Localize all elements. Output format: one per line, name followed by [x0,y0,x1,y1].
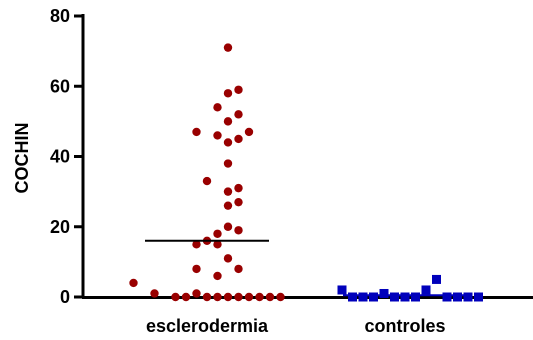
category-labels: esclerodermia controles [146,316,446,336]
data-point [255,292,264,302]
data-point [223,43,233,52]
data-points [129,43,483,302]
x-category-label: controles [364,316,445,336]
data-point [358,292,368,302]
data-point [223,292,233,302]
data-point [234,134,243,144]
data-point [223,187,233,196]
data-point [223,138,233,147]
data-point [234,110,243,119]
data-point [337,285,347,295]
y-axis-title: COCHIN [12,123,32,194]
data-point [453,292,462,302]
data-point [244,292,254,302]
data-point [411,292,420,302]
y-tick-label: 20 [50,217,70,237]
y-tick-label: 0 [60,287,70,307]
data-point [213,292,222,302]
data-point [276,292,285,302]
data-point [192,289,201,298]
data-point [474,292,483,302]
data-point [234,226,243,235]
data-point [223,222,233,231]
data-point [234,183,243,193]
y-tick-label: 40 [50,147,70,167]
data-point [213,271,222,281]
data-point [244,127,254,137]
data-point [348,292,357,302]
y-tick-label: 80 [50,6,70,26]
data-point [432,274,441,284]
data-point [192,264,201,274]
y-ticks: 0 20 40 60 80 [50,6,84,307]
data-point [223,201,233,210]
data-point [192,127,201,137]
median-lines [145,239,467,297]
data-point [202,176,212,186]
data-point [234,197,243,207]
data-point [150,289,159,298]
data-point [421,285,431,295]
data-point [400,292,410,302]
data-point [223,89,233,98]
data-point [234,264,243,274]
data-point [390,292,399,302]
data-point [192,240,201,249]
data-point [463,292,473,302]
data-point [223,117,233,126]
data-point [202,292,212,302]
data-point [379,288,389,298]
data-point [213,131,222,140]
data-point [213,103,222,112]
data-point [442,292,452,302]
data-point [234,85,243,94]
data-point [369,292,378,302]
data-point [213,240,222,249]
data-point [129,278,138,288]
data-point [223,254,233,263]
x-category-label: esclerodermia [146,316,269,336]
data-point [265,292,275,302]
data-point [181,292,191,302]
data-point [213,229,222,238]
data-point [171,292,180,302]
y-tick-label: 60 [50,76,70,96]
data-point [223,159,233,168]
data-point [234,292,243,302]
